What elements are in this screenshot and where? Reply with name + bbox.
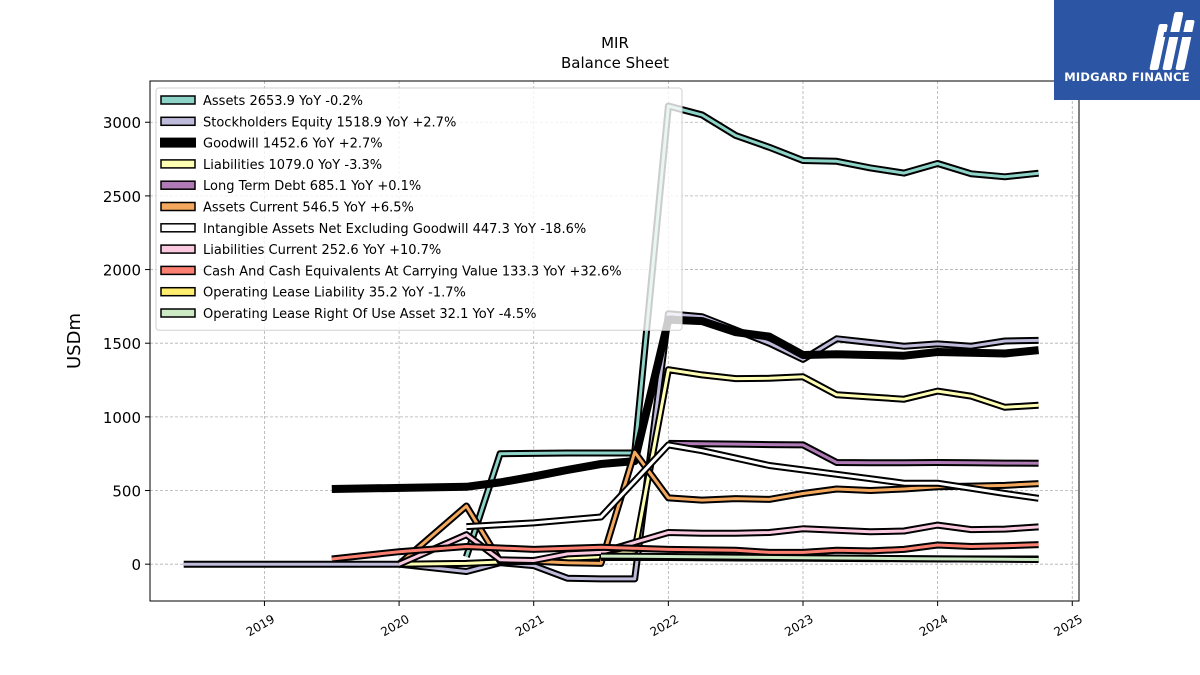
y-tick-label: 2000 <box>103 262 141 280</box>
legend-label: Assets Current 546.5 YoY +6.5% <box>203 201 414 216</box>
series-8 <box>331 541 1039 563</box>
y-axis-label: USDm <box>64 313 85 369</box>
y-tick-label: 500 <box>112 483 141 501</box>
legend-item: Cash And Cash Equivalents At Carrying Va… <box>160 264 622 279</box>
series-line <box>464 104 1039 558</box>
series-2 <box>331 315 1040 493</box>
midgard-finance-logo-icon <box>1149 12 1195 70</box>
x-tick-label: 2021 <box>513 612 546 639</box>
x-tick-label: 2025 <box>1052 612 1085 639</box>
series-line <box>600 554 1039 561</box>
legend-swatch <box>160 244 196 254</box>
x-tick-label: 2020 <box>378 612 411 639</box>
x-tick-label: 2019 <box>244 612 277 639</box>
legend-label: Stockholders Equity 1518.9 YoY +2.7% <box>203 115 456 130</box>
series-0 <box>463 102 1039 558</box>
legend-label: Assets 2653.9 YoY -0.2% <box>203 94 363 109</box>
legend-item: Liabilities Current 252.6 YoY +10.7% <box>160 243 441 258</box>
series-line <box>668 441 1039 465</box>
legend-label: Goodwill 1452.6 YoY +2.7% <box>203 137 383 152</box>
legend-label: Operating Lease Right Of Use Asset 32.1 … <box>203 307 536 322</box>
legend-swatch <box>160 308 196 318</box>
legend-item: Liabilities 1079.0 YoY -3.3% <box>160 158 382 173</box>
legend-swatch <box>160 159 196 169</box>
series-line <box>331 315 1040 493</box>
y-tick-label: 2500 <box>103 188 141 206</box>
legend-swatch <box>160 137 196 148</box>
legend-item: Stockholders Equity 1518.9 YoY +2.7% <box>160 115 456 130</box>
legend-item: Goodwill 1452.6 YoY +2.7% <box>160 137 383 152</box>
y-tick-label: 1500 <box>103 335 141 353</box>
legend-item: Assets Current 546.5 YoY +6.5% <box>160 201 414 216</box>
chart-subtitle: Balance Sheet <box>561 54 669 72</box>
legend-label: Cash And Cash Equivalents At Carrying Va… <box>203 264 622 279</box>
x-tick-label: 2024 <box>917 612 950 639</box>
legend-item: Intangible Assets Net Excluding Goodwill… <box>160 222 586 237</box>
series-10 <box>600 552 1039 563</box>
legend-swatch <box>160 180 196 190</box>
series-4 <box>668 439 1039 467</box>
midgard-finance-logo: MIDGARD FINANCE <box>1054 0 1200 100</box>
y-tick-label: 0 <box>131 556 141 574</box>
legend-swatch <box>160 286 196 297</box>
legend-item: Operating Lease Liability 35.2 YoY -1.7% <box>160 286 466 301</box>
x-tick-label: 2022 <box>648 612 681 639</box>
series-line <box>466 443 1039 529</box>
series-lines <box>183 102 1040 583</box>
series-line <box>398 523 1039 566</box>
x-tick-label: 2023 <box>782 612 815 639</box>
chart-title: MIR <box>601 34 629 52</box>
legend-item: Long Term Debt 685.1 YoY +0.1% <box>160 179 421 194</box>
y-tick-label: 3000 <box>103 114 141 132</box>
legend-label: Intangible Assets Net Excluding Goodwill… <box>203 222 586 237</box>
legend: Assets 2653.9 YoY -0.2% Stockholders Equi… <box>155 87 683 331</box>
legend-item: Operating Lease Right Of Use Asset 32.1 … <box>160 307 536 322</box>
legend-box <box>155 87 683 331</box>
legend-swatch <box>160 223 196 233</box>
legend-swatch <box>160 116 196 127</box>
legend-label: Operating Lease Liability 35.2 YoY -1.7% <box>203 286 466 301</box>
legend-swatch <box>160 95 196 105</box>
series-line <box>331 543 1039 561</box>
legend-label: Liabilities Current 252.6 YoY +10.7% <box>203 243 441 258</box>
series-6 <box>466 441 1040 531</box>
plot-frame <box>149 80 1080 602</box>
legend-item: Assets 2653.9 YoY -0.2% <box>160 94 363 109</box>
brand-name: MIDGARD FINANCE <box>1064 70 1190 84</box>
legend-swatch <box>160 265 196 276</box>
legend-label: Liabilities 1079.0 YoY -3.3% <box>203 158 382 173</box>
legend-label: Long Term Debt 685.1 YoY +0.1% <box>203 179 421 194</box>
legend-swatch <box>160 201 196 212</box>
y-tick-label: 1000 <box>103 409 141 427</box>
series-7 <box>397 521 1039 568</box>
